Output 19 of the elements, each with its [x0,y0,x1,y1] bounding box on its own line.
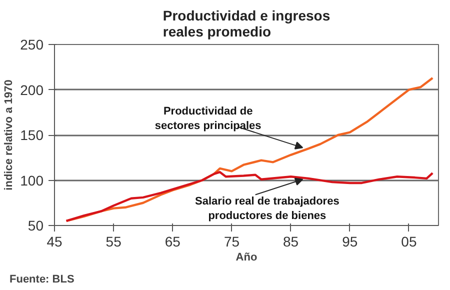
x-tick-label: 05 [401,234,417,250]
x-axis-title: Año [236,252,258,264]
y-tick-label: 150 [20,127,44,143]
y-tick-label: 200 [20,82,44,98]
x-tick-label: 65 [164,234,181,250]
chart-title: Productividad e ingresos reales promedio [162,8,330,40]
x-tick-label: 55 [106,234,122,250]
x-tick-label: 95 [342,234,358,250]
y-axis-title: indice relativo a 1970 [3,80,16,190]
y-tick-label: 50 [28,218,44,234]
x-tick-label: 85 [283,234,299,250]
y-tick-label: 100 [20,172,44,188]
annotation: Salario real de trabajadores productores de bienes [195,196,340,222]
source-note: Fuente: BLS [10,274,74,286]
line-series [65,171,434,222]
annotation: Productividad de sectores principales [154,106,262,132]
y-tick-label: 250 [20,36,44,52]
x-tick-label: 75 [224,234,240,250]
x-tick-label: 45 [46,234,62,250]
